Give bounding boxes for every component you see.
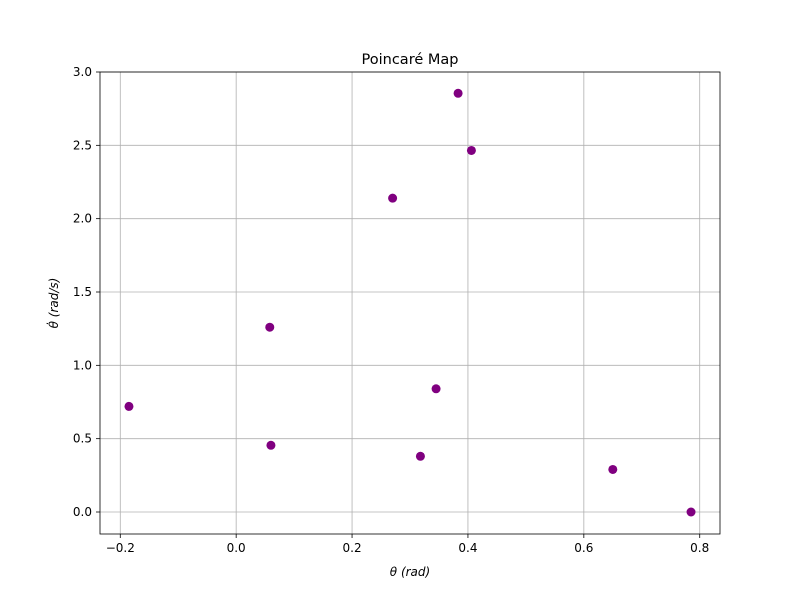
y-tick-label: 1.5: [73, 285, 92, 299]
x-tick-label: 0.2: [343, 541, 362, 555]
x-tick-label: 0.8: [690, 541, 709, 555]
scatter-point: [466, 145, 476, 155]
scatter-point: [431, 384, 441, 394]
x-axis-label: θ (rad): [390, 565, 430, 579]
scatter-point: [124, 401, 134, 411]
y-axis-label: θ̇ (rad/s): [46, 278, 61, 329]
scatter-point: [453, 88, 463, 98]
scatter-point: [415, 451, 425, 461]
scatter-point: [608, 464, 618, 474]
tick-layer: −0.2 0.0 0.2 0.4 0.6 0.8 0.0 0.5 1.0 1.5 2.0 2.5 3.0: [73, 65, 709, 555]
x-tick-label: −0.2: [106, 541, 135, 555]
scatter-points: [124, 88, 696, 517]
y-tick-label: 2.5: [73, 138, 92, 152]
y-tick-label: 0.0: [73, 505, 92, 519]
scatter-point: [266, 440, 276, 450]
y-tick-label: 1.0: [73, 358, 92, 372]
x-tick-label: 0.6: [574, 541, 593, 555]
y-tick-label: 3.0: [73, 65, 92, 79]
y-tick-label: 0.5: [73, 432, 92, 446]
scatter-point: [686, 507, 696, 517]
grid-layer: [100, 71, 720, 534]
scatter-point: [388, 193, 398, 203]
plot-frame: [99, 71, 721, 535]
x-tick-label: 0.0: [227, 541, 246, 555]
x-tick-label: 0.4: [458, 541, 477, 555]
y-tick-label: 2.0: [73, 212, 92, 226]
chart-title: Poincaré Map: [362, 52, 459, 68]
scatter-point: [265, 322, 275, 332]
